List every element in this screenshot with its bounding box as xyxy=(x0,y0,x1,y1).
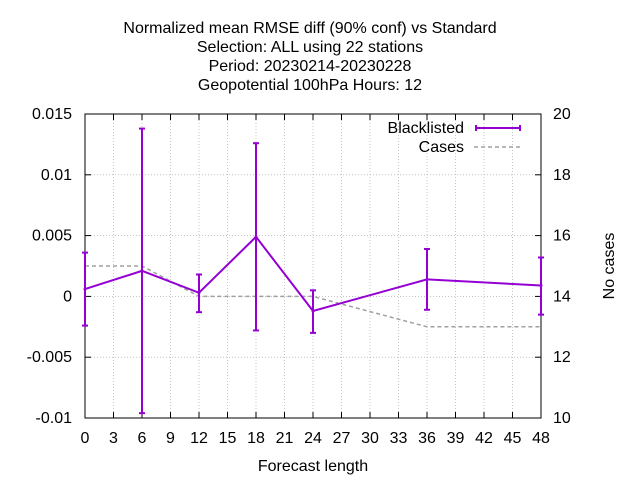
y2-tick-label: 12 xyxy=(553,349,571,366)
x-tick-label: 24 xyxy=(304,430,322,447)
error-bar xyxy=(253,142,259,332)
y2-axis-ticks: 10 12 14 16 18 20 xyxy=(535,106,571,427)
x-tick-label: 36 xyxy=(418,430,436,447)
data-point xyxy=(140,269,144,273)
legend-label: Blacklisted xyxy=(388,120,464,137)
title-line-2: Period: 20230214-20230228 xyxy=(209,58,412,75)
data-point xyxy=(539,283,543,287)
title-line-3: Geopotential 100hPa Hours: 12 xyxy=(198,77,422,94)
x-tick-label: 39 xyxy=(447,430,465,447)
series-layer xyxy=(82,127,544,415)
y-axis-ticks: -0.01 -0.005 0 0.005 0.01 0.015 xyxy=(27,106,91,427)
x-tick-label: 33 xyxy=(390,430,408,447)
y2-tick-label: 20 xyxy=(553,106,571,123)
data-point xyxy=(83,287,87,291)
error-bar xyxy=(139,127,145,415)
legend-label: Cases xyxy=(419,139,464,156)
error-bar xyxy=(310,289,316,334)
y2-tick-label: 16 xyxy=(553,228,571,245)
title-line-1: Selection: ALL using 22 stations xyxy=(197,39,423,56)
x-axis-ticks: 0 3 6 9 12 15 18 21 24 27 30 33 36 39 42 45 48 xyxy=(81,114,550,447)
error-bar xyxy=(538,256,544,316)
data-point xyxy=(425,277,429,281)
title-line-0: Normalized mean RMSE diff (90% conf) vs … xyxy=(123,20,496,37)
x-tick-label: 30 xyxy=(361,430,379,447)
error-bar xyxy=(82,251,88,327)
y-tick-label: 0.005 xyxy=(32,228,72,245)
x-tick-label: 12 xyxy=(190,430,208,447)
y-tick-label: 0.01 xyxy=(41,167,72,184)
x-tick-label: 45 xyxy=(504,430,522,447)
data-point xyxy=(254,235,258,239)
y-tick-label: 0 xyxy=(63,288,72,305)
x-tick-label: 9 xyxy=(166,430,175,447)
x-tick-label: 42 xyxy=(475,430,493,447)
y-tick-label: -0.01 xyxy=(36,410,73,427)
x-tick-label: 0 xyxy=(81,430,90,447)
x-axis-label: Forecast length xyxy=(258,458,368,475)
y2-tick-label: 10 xyxy=(553,410,571,427)
grid xyxy=(85,114,541,418)
x-tick-label: 6 xyxy=(138,430,147,447)
y2-tick-label: 18 xyxy=(553,167,571,184)
error-bar xyxy=(424,247,430,311)
chart-title: Normalized mean RMSE diff (90% conf) vs … xyxy=(123,20,496,94)
data-point xyxy=(311,309,315,313)
x-tick-label: 18 xyxy=(247,430,265,447)
x-tick-label: 27 xyxy=(333,430,351,447)
data-point xyxy=(197,291,201,295)
legend-swatch xyxy=(475,125,521,131)
x-tick-label: 48 xyxy=(532,430,550,447)
x-tick-label: 21 xyxy=(276,430,294,447)
y-tick-label: -0.005 xyxy=(27,349,72,366)
y2-tick-label: 14 xyxy=(553,288,571,305)
x-tick-label: 3 xyxy=(109,430,118,447)
legend: Blacklisted Cases xyxy=(388,120,522,156)
x-tick-label: 15 xyxy=(219,430,237,447)
y2-axis-label: No cases xyxy=(601,233,618,300)
y-tick-label: 0.015 xyxy=(32,106,72,123)
error-bar xyxy=(196,273,202,314)
